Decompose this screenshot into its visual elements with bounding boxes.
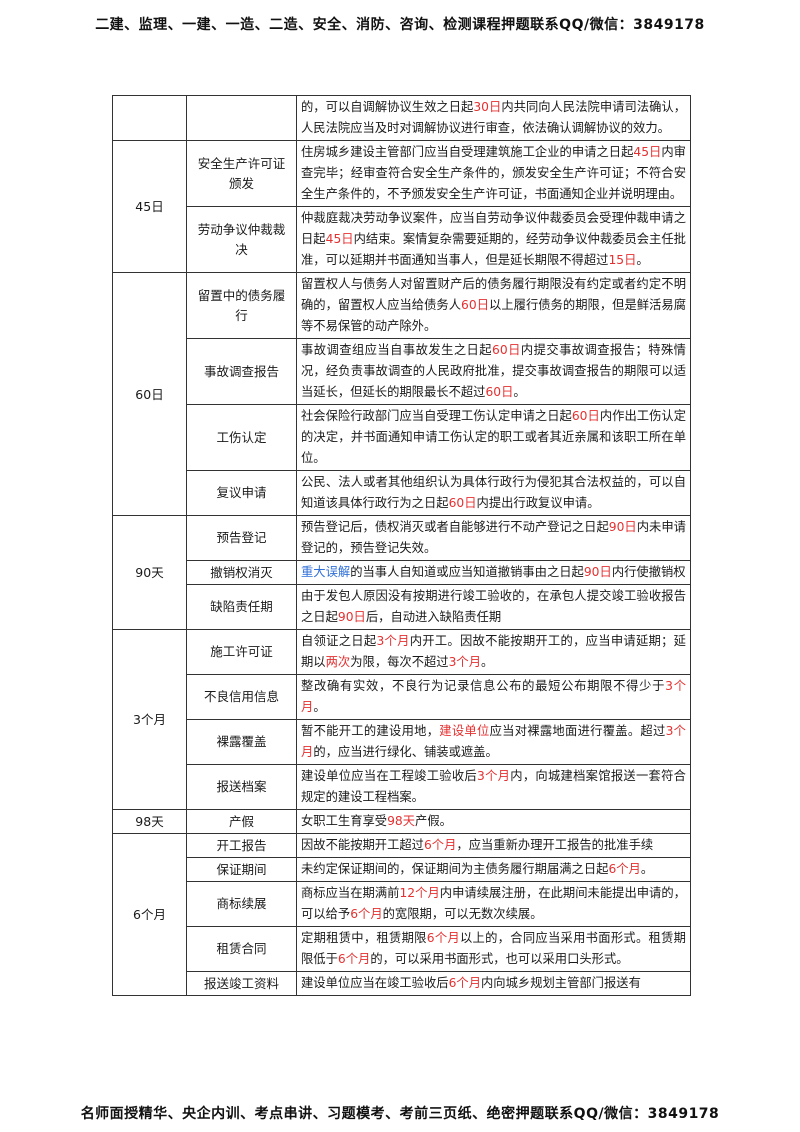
description-cell: 整改确有实效，不良行为记录信息公布的最短公布期限不得少于3个月。 bbox=[296, 674, 691, 720]
table-row: 事故调查报告 事故调查组应当自事故发生之日起60日内提交事故调查报告；特殊情况，… bbox=[113, 338, 691, 405]
highlight-red: 60日 bbox=[571, 409, 600, 423]
description-cell: 建设单位应当在工程竣工验收后3个月内，向城建档案馆报送一套符合规定的建设工程档案… bbox=[296, 764, 691, 810]
highlight-red: 建设单位 bbox=[439, 724, 490, 738]
period-cell: 98天 bbox=[112, 809, 187, 834]
period-cell: 45日 bbox=[112, 140, 187, 273]
table-row: 报送档案 建设单位应当在工程竣工验收后3个月内，向城建档案馆报送一套符合规定的建… bbox=[113, 764, 691, 810]
highlight-red: 98天 bbox=[387, 814, 416, 828]
highlight-red: 60日 bbox=[485, 385, 514, 399]
highlight-red: 15日 bbox=[608, 253, 637, 267]
description-cell: 预告登记后，债权消灭或者自能够进行不动产登记之日起90日内未申请登记的，预告登记… bbox=[296, 515, 691, 561]
highlight-red: 3个月 bbox=[448, 655, 482, 669]
highlight-red: 6个月 bbox=[608, 862, 641, 876]
table-row: 98天 产假 女职工生育享受98天产假。 bbox=[112, 809, 691, 834]
highlight-red: 6个月 bbox=[350, 907, 383, 921]
highlight-red: 45日 bbox=[633, 145, 662, 159]
period-cell: 60日 bbox=[112, 272, 187, 516]
table-row: 45日 安全生产许可证颁发 住房城乡建设主管部门应当自受理建筑施工企业的申请之日… bbox=[112, 140, 691, 273]
description-cell: 留置权人与债务人对留置财产后的债务履行期限没有约定或者约定不明确的，留置权人应当… bbox=[296, 272, 691, 339]
topic-cell: 复议申请 bbox=[186, 470, 297, 516]
topic-cell: 产假 bbox=[186, 809, 297, 834]
highlight-red: 6个月 bbox=[448, 976, 481, 990]
highlight-red: 45日 bbox=[325, 232, 354, 246]
highlight-blue: 重大误解 bbox=[301, 565, 351, 579]
description-cell: 社会保险行政部门应当自受理工伤认定申请之日起60日内作出工伤认定的决定，并书面通… bbox=[296, 404, 691, 471]
description-cell: 暂不能开工的建设用地，建设单位应当对裸露地面进行覆盖。超过3个月的，应当进行绿化… bbox=[296, 719, 691, 765]
description-cell: 公民、法人或者其他组织认为具体行政行为侵犯其合法权益的，可以自知道该具体行政行为… bbox=[296, 470, 691, 516]
highlight-red: 3个月 bbox=[376, 634, 410, 648]
highlight-red: 3个月 bbox=[301, 679, 686, 714]
table-row: 撤销权消灭 重大误解的当事人自知道或应当知道撤销事由之日起90日内行使撤销权 bbox=[113, 560, 691, 585]
description-cell: 女职工生育享受98天产假。 bbox=[296, 809, 691, 834]
table-row: 的，可以自调解协议生效之日起30日内共同向人民法院申请司法确认，人民法院应当及时… bbox=[112, 95, 691, 141]
description-cell: 商标应当在期满前12个月内申请续展注册，在此期间未能提出申请的，可以给予6个月的… bbox=[296, 881, 691, 927]
table-row: 缺陷责任期 由于发包人原因没有按期进行竣工验收的，在承包人提交竣工验收报告之日起… bbox=[113, 584, 691, 630]
highlight-red: 3个月 bbox=[301, 724, 686, 759]
table-row: 3个月 施工许可证 自领证之日起3个月内开工。因故不能按期开工的，应当申请延期；… bbox=[112, 629, 691, 810]
highlight-red: 60日 bbox=[461, 298, 490, 312]
topic-cell: 劳动争议仲裁裁决 bbox=[186, 206, 297, 273]
highlight-red: 6个月 bbox=[423, 838, 457, 852]
topic-cell: 工伤认定 bbox=[186, 404, 297, 471]
description-cell: 定期租赁中，租赁期限6个月以上的，合同应当采用书面形式。租赁期限低于6个月的，可… bbox=[296, 926, 691, 972]
topic-cell: 保证期间 bbox=[186, 857, 297, 882]
table-row: 报送竣工资料 建设单位应当在竣工验收后6个月内向城乡规划主管部门报送有 bbox=[113, 971, 691, 996]
highlight-red: 两次 bbox=[325, 655, 351, 669]
description-cell: 未约定保证期间的，保证期间为主债务履行期届满之日起6个月。 bbox=[296, 857, 691, 882]
highlight-red: 6个月 bbox=[426, 931, 460, 945]
topic-cell: 商标续展 bbox=[186, 881, 297, 927]
topic-cell: 报送档案 bbox=[186, 764, 297, 810]
period-cell: 6个月 bbox=[112, 833, 187, 996]
highlight-red: 30日 bbox=[473, 100, 502, 114]
table-row: 保证期间 未约定保证期间的，保证期间为主债务履行期届满之日起6个月。 bbox=[113, 857, 691, 882]
topic-cell-empty bbox=[186, 95, 297, 141]
description-cell: 因故不能按期开工超过6个月，应当重新办理开工报告的批准手续 bbox=[296, 833, 691, 858]
highlight-red: 90日 bbox=[608, 520, 637, 534]
table-row: 复议申请 公民、法人或者其他组织认为具体行政行为侵犯其合法权益的，可以自知道该具… bbox=[113, 470, 691, 516]
table-row: 劳动争议仲裁裁决 仲裁庭裁决劳动争议案件，应当自劳动争议仲裁委员会受理仲裁申请之… bbox=[113, 206, 691, 273]
period-cell-empty bbox=[112, 95, 187, 141]
description-cell: 自领证之日起3个月内开工。因故不能按期开工的，应当申请延期；延期以两次为限，每次… bbox=[296, 629, 691, 675]
highlight-red: 12个月 bbox=[399, 886, 440, 900]
description-cell: 的，可以自调解协议生效之日起30日内共同向人民法院申请司法确认，人民法院应当及时… bbox=[296, 95, 691, 141]
page-footer: 名师面授精华、央企内训、考点串讲、习题模考、考前三页纸、绝密押题联系QQ/微信：… bbox=[80, 1106, 720, 1122]
highlight-red: 60日 bbox=[492, 343, 521, 357]
table-row: 90天 预告登记 预告登记后，债权消灭或者自能够进行不动产登记之日起90日内未申… bbox=[112, 515, 691, 630]
description-cell: 建设单位应当在竣工验收后6个月内向城乡规划主管部门报送有 bbox=[296, 971, 691, 996]
topic-cell: 预告登记 bbox=[186, 515, 297, 561]
topic-cell: 缺陷责任期 bbox=[186, 584, 297, 630]
table-row: 6个月 开工报告 因故不能按期开工超过6个月，应当重新办理开工报告的批准手续 bbox=[112, 833, 691, 996]
period-cell: 90天 bbox=[112, 515, 187, 630]
deadline-table: 的，可以自调解协议生效之日起30日内共同向人民法院申请司法确认，人民法院应当及时… bbox=[112, 95, 691, 996]
table-row: 商标续展 商标应当在期满前12个月内申请续展注册，在此期间未能提出申请的，可以给… bbox=[113, 881, 691, 927]
description-cell: 仲裁庭裁决劳动争议案件，应当自劳动争议仲裁委员会受理仲裁申请之日起45日内结束。… bbox=[296, 206, 691, 273]
topic-cell: 留置中的债务履行 bbox=[186, 272, 297, 339]
topic-cell: 不良信用信息 bbox=[186, 674, 297, 720]
highlight-red: 90日 bbox=[583, 565, 612, 579]
period-cell: 3个月 bbox=[112, 629, 187, 810]
description-cell: 重大误解的当事人自知道或应当知道撤销事由之日起90日内行使撤销权 bbox=[296, 560, 691, 585]
table-row: 工伤认定 社会保险行政部门应当自受理工伤认定申请之日起60日内作出工伤认定的决定… bbox=[113, 404, 691, 471]
topic-cell: 安全生产许可证颁发 bbox=[186, 140, 297, 207]
table-row: 裸露覆盖 暂不能开工的建设用地，建设单位应当对裸露地面进行覆盖。超过3个月的，应… bbox=[113, 719, 691, 765]
topic-cell: 报送竣工资料 bbox=[186, 971, 297, 996]
topic-cell: 租赁合同 bbox=[186, 926, 297, 972]
highlight-red: 6个月 bbox=[337, 952, 371, 966]
topic-cell: 施工许可证 bbox=[186, 629, 297, 675]
table-row: 租赁合同 定期租赁中，租赁期限6个月以上的，合同应当采用书面形式。租赁期限低于6… bbox=[113, 926, 691, 972]
page-header: 二建、监理、一建、一造、二造、安全、消防、咨询、检测课程押题联系QQ/微信：38… bbox=[95, 17, 705, 33]
description-cell: 事故调查组应当自事故发生之日起60日内提交事故调查报告；特殊情况，经负责事故调查… bbox=[296, 338, 691, 405]
description-cell: 住房城乡建设主管部门应当自受理建筑施工企业的申请之日起45日内审查完毕；经审查符… bbox=[296, 140, 691, 207]
topic-cell: 开工报告 bbox=[186, 833, 297, 858]
table-row: 不良信用信息 整改确有实效，不良行为记录信息公布的最短公布期限不得少于3个月。 bbox=[113, 674, 691, 720]
highlight-red: 3个月 bbox=[477, 769, 511, 783]
highlight-red: 90日 bbox=[337, 610, 366, 624]
topic-cell: 事故调查报告 bbox=[186, 338, 297, 405]
topic-cell: 撤销权消灭 bbox=[186, 560, 297, 585]
topic-cell: 裸露覆盖 bbox=[186, 719, 297, 765]
highlight-red: 60日 bbox=[448, 496, 477, 510]
table-row: 60日 留置中的债务履行 留置权人与债务人对留置财产后的债务履行期限没有约定或者… bbox=[112, 272, 691, 516]
description-cell: 由于发包人原因没有按期进行竣工验收的，在承包人提交竣工验收报告之日起90日后，自… bbox=[296, 584, 691, 630]
